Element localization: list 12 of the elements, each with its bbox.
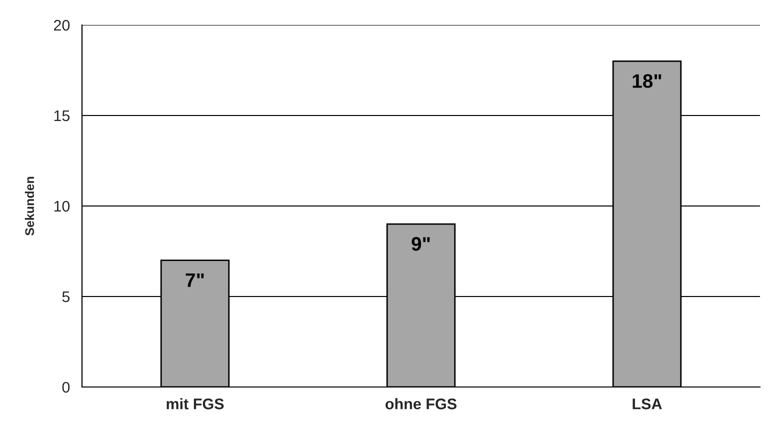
x-tick-label: LSA [632,398,662,410]
y-tick-label: 10 [54,200,70,212]
data-label: 7" [186,273,204,287]
data-label: 18" [632,74,662,88]
y-axis-title: Sekunden [24,176,34,236]
y-tick-label: 0 [62,382,70,393]
x-tick-label: mit FGS [166,398,224,410]
y-tick-label: 20 [54,20,70,31]
data-label: 9" [412,237,430,251]
x-tick-label: ohne FGS [386,398,456,410]
y-tick-label: 5 [62,292,70,302]
y-tick-label: 15 [54,110,70,122]
